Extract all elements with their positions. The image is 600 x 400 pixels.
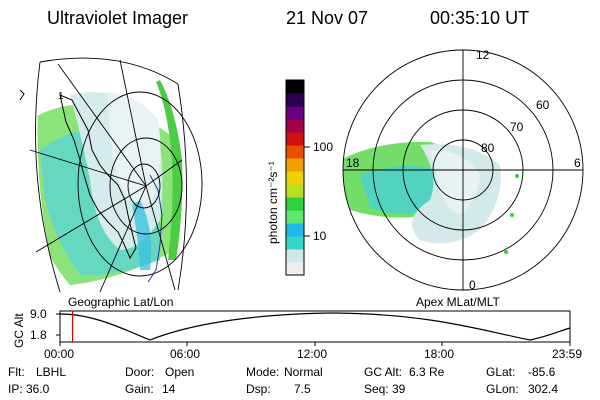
status-gcalt-value: 6.3 Re: [409, 365, 445, 379]
altitude-plot: [56, 310, 571, 346]
status-gain-value: 14: [162, 382, 176, 396]
altitude-frame: [59, 310, 571, 343]
geo-tick-mark: [19, 89, 25, 101]
geo-emission-edge: [156, 80, 183, 260]
time-label: 00:35:10 UT: [430, 8, 530, 28]
geo-emission-light: [108, 92, 161, 203]
status-gcalt-label: GC Alt:: [364, 365, 403, 379]
status-flt-value: LBHL: [36, 365, 67, 379]
colorbar-swatch: [286, 171, 304, 185]
status-glat-value: -85.6: [528, 365, 556, 379]
polar-map: [342, 49, 584, 291]
status-ip-value: 36.0: [26, 382, 50, 396]
instrument-title: Ultraviolet Imager: [47, 8, 189, 28]
altitude-xtick-label: 06:00: [170, 347, 201, 361]
lat-label-60: 60: [536, 98, 550, 112]
date-label: 21 Nov 07: [286, 8, 369, 28]
colorbar-swatch: [286, 145, 304, 159]
altitude-xtick-label: 18:00: [424, 347, 455, 361]
colorbar-swatch: [286, 119, 304, 133]
colorbar-swatch: [286, 158, 304, 172]
altitude-ytick-label: 9.0: [30, 307, 47, 321]
lat-label-80: 80: [481, 141, 495, 155]
polar-emission-spot: [510, 213, 514, 217]
polar-emission-spot: [504, 250, 508, 254]
colorbar-swatch: [286, 132, 304, 146]
geo-outline-top: [39, 57, 179, 85]
geo-outline-left: [35, 61, 61, 293]
colorbar-swatch: [286, 184, 304, 198]
altitude-curve: [59, 312, 571, 341]
geo-meridian: [57, 63, 147, 187]
status-glon-value: 302.4: [528, 382, 559, 396]
status-dsp-label: Dsp:: [246, 382, 271, 396]
colorbar-swatch: [286, 210, 304, 224]
polar-emission-spot: [515, 174, 519, 178]
status-seq-value: 39: [392, 382, 406, 396]
status-seq-label: Seq:: [364, 382, 389, 396]
geographic-map: [19, 57, 203, 293]
altitude-ytick-label: 1.8: [30, 328, 47, 342]
colorbar-unit-label: photon cm⁻²s⁻¹: [266, 161, 280, 244]
geo-meridian: [99, 185, 147, 293]
colorbar-frame: [285, 79, 305, 276]
altitude-ylabel: GC Alt: [12, 313, 26, 348]
status-mode-value: Normal: [284, 365, 323, 379]
status-flt-label: Flt:: [8, 365, 25, 379]
status-mode-label: Mode:: [246, 365, 280, 379]
colorbar-swatch: [286, 93, 304, 107]
status-gain-label: Gain:: [125, 382, 154, 396]
altitude-xtick-label: 12:00: [297, 347, 328, 361]
colorbar-tick-10: 10: [313, 229, 327, 243]
geo-marker-label: 1: [58, 91, 64, 102]
geo-meridian: [29, 149, 147, 187]
polar-emission-light: [430, 150, 480, 215]
geo-meridian: [145, 185, 176, 291]
mlt-label-12: 12: [476, 48, 490, 62]
geo-circle-lat: [109, 137, 183, 235]
status-glat-label: GLat:: [486, 365, 516, 379]
geo-meridian: [145, 159, 183, 187]
colorbar-swatch: [286, 249, 304, 263]
status-door-label: Door:: [125, 365, 155, 379]
polar-panel-label: Apex MLat/MLT: [416, 295, 500, 309]
colorbar-swatch: [286, 223, 304, 237]
status-dsp-value: 7.5: [294, 382, 311, 396]
altitude-xtick-label: 00:00: [44, 347, 75, 361]
colorbar-swatch: [286, 197, 304, 211]
status-door-value: Open: [165, 365, 195, 379]
colorbar-swatch: [286, 262, 304, 276]
mlt-label-18: 18: [346, 156, 360, 170]
colorbar-tick-100: 100: [313, 140, 334, 154]
lat-label-70: 70: [510, 120, 524, 134]
polar-emission-cyan: [360, 166, 444, 214]
status-glon-label: GLon:: [486, 382, 519, 396]
altitude-xtick-label: 23:59: [552, 347, 583, 361]
geo-circle-lat: [127, 163, 161, 209]
colorbar-swatch: [286, 106, 304, 120]
status-ip-label: IP:: [8, 382, 23, 396]
geo-meridian: [35, 185, 147, 253]
mlt-label-0: 0: [469, 278, 476, 292]
geo-meridian: [119, 59, 147, 187]
colorbar: [285, 79, 310, 276]
geo-emission-dayglow: [132, 200, 152, 270]
geo-panel-label: Geographic Lat/Lon: [68, 295, 174, 309]
colorbar-swatch: [286, 80, 304, 94]
coastline: [59, 94, 137, 260]
geo-outline-right: [177, 83, 187, 291]
mlt-label-6: 6: [574, 156, 581, 170]
geo-circle-lat: [77, 91, 203, 277]
colorbar-swatch: [286, 236, 304, 250]
